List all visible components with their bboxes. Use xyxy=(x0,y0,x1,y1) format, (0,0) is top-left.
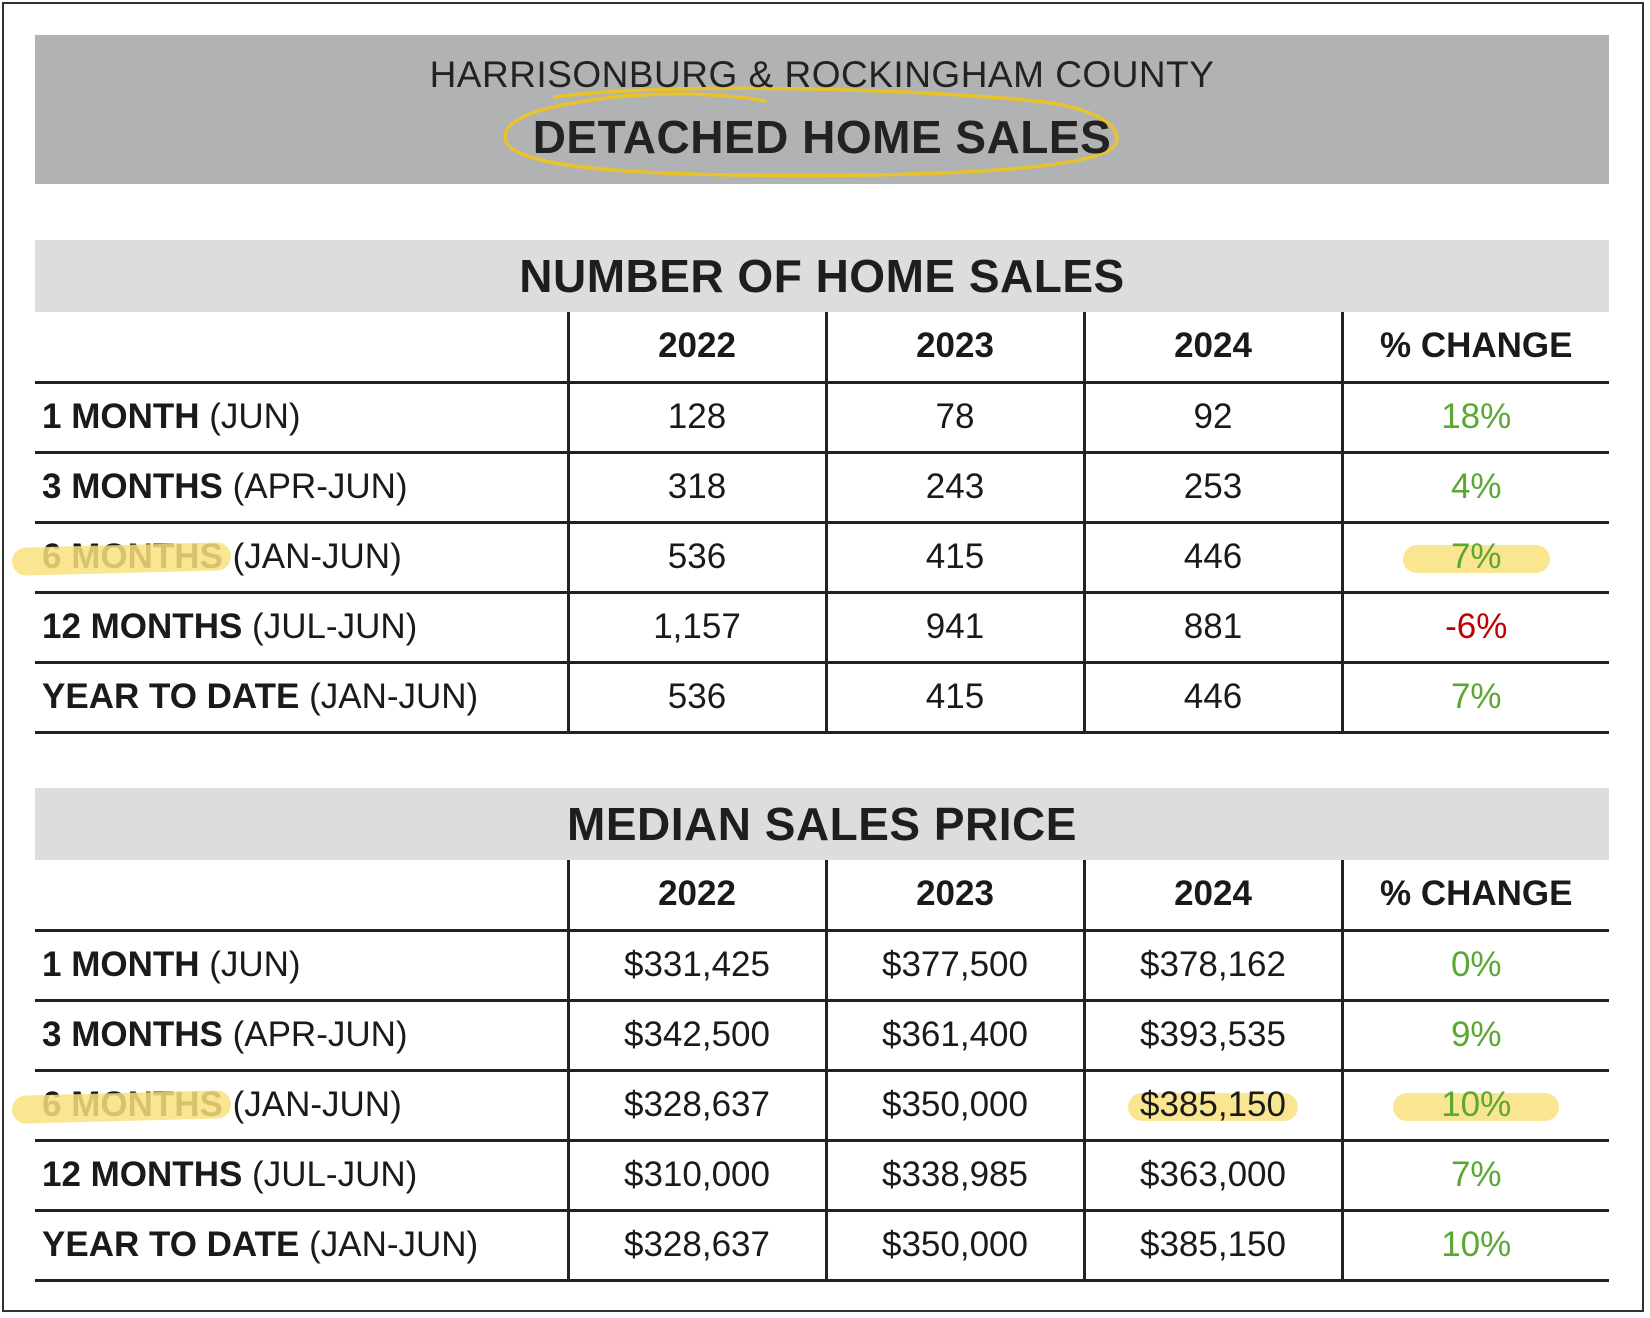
percent-change: 7% xyxy=(1340,1138,1609,1210)
row-label: 12 MONTHS (JUL-JUN) xyxy=(35,590,568,662)
col-header-2024: 2024 xyxy=(1082,312,1342,384)
value-2022: $310,000 xyxy=(566,1138,826,1210)
sales-section-title: NUMBER OF HOME SALES xyxy=(35,240,1609,312)
value-2022: 536 xyxy=(566,660,826,734)
row-label: 6 MONTHS (JAN-JUN) xyxy=(35,1068,568,1140)
header-label-cell xyxy=(35,312,568,384)
table-row: 12 MONTHS (JUL-JUN) $310,000 $338,985 $3… xyxy=(35,1138,1609,1210)
percent-change: -6% xyxy=(1340,590,1609,662)
value-2024: $363,000 xyxy=(1082,1138,1342,1210)
value-2022: 1,157 xyxy=(566,590,826,662)
percent-change: 7% xyxy=(1340,660,1609,734)
value-2024: $385,150 xyxy=(1082,1068,1342,1140)
value-2022: $328,637 xyxy=(566,1068,826,1140)
value-2023: $377,500 xyxy=(824,928,1084,1000)
highlight-marker: 7% xyxy=(1403,537,1549,576)
price-header-row: 2022 2023 2024 % CHANGE xyxy=(35,860,1609,932)
row-label: 1 MONTH (JUN) xyxy=(35,380,568,452)
table-row: YEAR TO DATE (JAN-JUN) $328,637 $350,000… xyxy=(35,1208,1609,1282)
value-2023: $350,000 xyxy=(824,1208,1084,1282)
row-label: YEAR TO DATE (JAN-JUN) xyxy=(35,660,568,734)
value-2024: $393,535 xyxy=(1082,998,1342,1070)
percent-change: 18% xyxy=(1340,380,1609,452)
value-2023: $338,985 xyxy=(824,1138,1084,1210)
table-row: 3 MONTHS (APR-JUN) 318 243 253 4% xyxy=(35,450,1609,522)
row-label: YEAR TO DATE (JAN-JUN) xyxy=(35,1208,568,1282)
row-label: 12 MONTHS (JUL-JUN) xyxy=(35,1138,568,1210)
value-2024: $378,162 xyxy=(1082,928,1342,1000)
col-header-2022: 2022 xyxy=(566,860,826,932)
table-row: 6 MONTHS (JAN-JUN) 536 415 446 7% xyxy=(35,520,1609,592)
value-2022: 318 xyxy=(566,450,826,522)
report-header: HARRISONBURG & ROCKINGHAM COUNTY DETACHE… xyxy=(35,35,1609,184)
sales-header-row: 2022 2023 2024 % CHANGE xyxy=(35,312,1609,384)
col-header-2022: 2022 xyxy=(566,312,826,384)
value-2023: 415 xyxy=(824,660,1084,734)
value-2023: $361,400 xyxy=(824,998,1084,1070)
percent-change: 10% xyxy=(1340,1068,1609,1140)
table-row: 12 MONTHS (JUL-JUN) 1,157 941 881 -6% xyxy=(35,590,1609,662)
value-2022: $342,500 xyxy=(566,998,826,1070)
price-section-title: MEDIAN SALES PRICE xyxy=(35,788,1609,860)
value-2023: 243 xyxy=(824,450,1084,522)
highlight-marker: 6 MONTHS xyxy=(42,1085,223,1124)
highlight-marker: 10% xyxy=(1393,1085,1560,1124)
value-2023: 78 xyxy=(824,380,1084,452)
col-header-2023: 2023 xyxy=(824,860,1084,932)
percent-change: 0% xyxy=(1340,928,1609,1000)
value-2024: 881 xyxy=(1082,590,1342,662)
value-2023: 415 xyxy=(824,520,1084,592)
table-row: 1 MONTH (JUN) 128 78 92 18% xyxy=(35,380,1609,452)
report-region: HARRISONBURG & ROCKINGHAM COUNTY xyxy=(429,54,1215,95)
table-row: 1 MONTH (JUN) $331,425 $377,500 $378,162… xyxy=(35,928,1609,1000)
row-label: 6 MONTHS (JAN-JUN) xyxy=(35,520,568,592)
sales-table: 2022 2023 2024 % CHANGE 1 MONTH (JUN) 12… xyxy=(35,312,1609,734)
table-row: 3 MONTHS (APR-JUN) $342,500 $361,400 $39… xyxy=(35,998,1609,1070)
row-label: 1 MONTH (JUN) xyxy=(35,928,568,1000)
col-header-change: % CHANGE xyxy=(1340,312,1609,384)
percent-change: 7% xyxy=(1340,520,1609,592)
highlight-marker: 6 MONTHS xyxy=(42,537,223,576)
table-row: YEAR TO DATE (JAN-JUN) 536 415 446 7% xyxy=(35,660,1609,734)
row-label: 3 MONTHS (APR-JUN) xyxy=(35,998,568,1070)
percent-change: 9% xyxy=(1340,998,1609,1070)
header-label-cell xyxy=(35,860,568,932)
value-2023: 941 xyxy=(824,590,1084,662)
col-header-2024: 2024 xyxy=(1082,860,1342,932)
table-row: 6 MONTHS (JAN-JUN) $328,637 $350,000 $38… xyxy=(35,1068,1609,1140)
value-2024: $385,150 xyxy=(1082,1208,1342,1282)
value-2024: 446 xyxy=(1082,660,1342,734)
report-title: DETACHED HOME SALES xyxy=(532,111,1112,163)
value-2022: 128 xyxy=(566,380,826,452)
row-label: 3 MONTHS (APR-JUN) xyxy=(35,450,568,522)
price-table: 2022 2023 2024 % CHANGE 1 MONTH (JUN) $3… xyxy=(35,860,1609,1282)
col-header-change: % CHANGE xyxy=(1340,860,1609,932)
value-2024: 253 xyxy=(1082,450,1342,522)
value-2023: $350,000 xyxy=(824,1068,1084,1140)
percent-change: 4% xyxy=(1340,450,1609,522)
value-2022: $328,637 xyxy=(566,1208,826,1282)
percent-change: 10% xyxy=(1340,1208,1609,1282)
value-2024: 92 xyxy=(1082,380,1342,452)
highlight-marker: $385,150 xyxy=(1128,1085,1298,1124)
col-header-2023: 2023 xyxy=(824,312,1084,384)
title-circle-annotation xyxy=(503,86,1119,178)
value-2022: 536 xyxy=(566,520,826,592)
value-2022: $331,425 xyxy=(566,928,826,1000)
value-2024: 446 xyxy=(1082,520,1342,592)
